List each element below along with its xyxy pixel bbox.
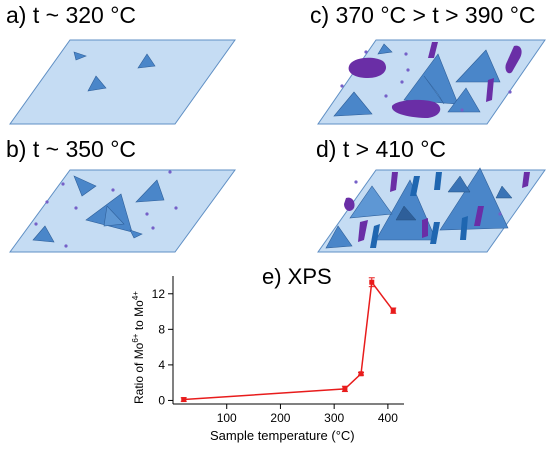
x-tick-label: 400 [378, 411, 398, 425]
particle-dot [460, 108, 464, 112]
particle-dot [61, 182, 65, 186]
oxide-flake [474, 206, 484, 226]
triangle-flake [395, 205, 417, 221]
x-axis-label: Sample temperature (°C) [210, 428, 355, 443]
x-tick-label: 300 [324, 411, 344, 425]
oxide-flake [430, 222, 440, 244]
panel-d-illustration [317, 167, 546, 253]
particle-dot [111, 188, 115, 192]
particle-dot [151, 226, 155, 230]
particle-dot [384, 94, 388, 98]
y-tick-label: 12 [152, 287, 166, 301]
triangle-flake [325, 225, 353, 249]
x-ticks: 100 200 300 400 [217, 404, 398, 425]
triangle-flake [32, 225, 55, 243]
y-axis-label: Ratio of Mo6+ to Mo4+ [131, 291, 146, 404]
y-tick-label: 0 [158, 393, 165, 407]
xps-chart: 0 4 8 12 100 200 300 400 [152, 276, 404, 425]
particle-dot [354, 180, 358, 184]
substrate-a [9, 39, 236, 125]
oxide-flake [505, 45, 522, 74]
particle-dot [406, 68, 410, 72]
triangle-flake [423, 75, 445, 105]
y-ticks: 0 4 8 12 [152, 287, 173, 407]
particle-dot [174, 206, 178, 210]
panel-b-title: b) t ~ 350 °C [6, 136, 137, 162]
series-mo-ratio [180, 277, 397, 403]
triangle-flake [73, 175, 97, 197]
y-axis-label-sup1: 6+ [131, 333, 140, 343]
oxide-flake [460, 216, 468, 240]
triangle-flake [129, 229, 143, 239]
triangle-flake [349, 185, 393, 219]
particle-dot [400, 80, 404, 84]
oxide-flake [486, 78, 494, 102]
panel-a-illustration [9, 39, 236, 125]
x-tick-label: 200 [270, 411, 290, 425]
oxide-flake [410, 176, 420, 196]
oxide-blob [391, 99, 441, 118]
oxide-flake [428, 42, 438, 58]
panel-d-title: d) t > 410 °C [316, 136, 447, 162]
oxide-flake [390, 172, 398, 192]
triangle-flake [439, 167, 509, 231]
series-line [183, 280, 394, 401]
x-tick-label: 100 [217, 411, 237, 425]
data-point [369, 279, 375, 285]
panel-c-illustration [317, 39, 546, 125]
triangle-flake [135, 179, 165, 203]
oxide-flake [358, 220, 368, 242]
y-tick-label: 8 [158, 322, 165, 336]
triangle-flake [87, 75, 107, 92]
particle-dot [404, 52, 408, 56]
triangle-flake [495, 185, 513, 199]
oxide-flake [522, 172, 530, 188]
y-axis-label-mid: to Mo [132, 300, 146, 334]
oxide-flake [370, 224, 380, 248]
particle-dot [508, 90, 512, 94]
triangle-flake [377, 43, 393, 55]
triangle-flake [73, 51, 87, 61]
triangle-flake [103, 205, 125, 227]
y-tick-label: 4 [158, 358, 165, 372]
particle-dot [498, 212, 502, 216]
oxide-flake [422, 218, 428, 238]
triangle-flake [455, 49, 501, 83]
particle-dot [364, 50, 368, 54]
oxide-blob [348, 57, 387, 78]
particle-dot [145, 212, 149, 216]
data-point [342, 386, 348, 392]
triangle-flake [137, 53, 156, 69]
oxide-flake [434, 172, 442, 190]
y-axis-label-prefix: Ratio of Mo [132, 342, 146, 404]
data-point [390, 308, 396, 314]
oxide-flake [344, 197, 355, 211]
panel-a-title: a) t ~ 320 °C [6, 2, 137, 28]
panel-c-title: c) 370 °C > t > 390 °C [310, 2, 536, 28]
chart-title: e) XPS [262, 264, 332, 289]
particle-dot [340, 84, 344, 88]
data-point [358, 371, 364, 377]
triangle-flake [333, 91, 373, 117]
triangle-flake [447, 175, 471, 193]
particle-dot [64, 244, 68, 248]
particle-dot [74, 206, 78, 210]
particle-dot [45, 200, 49, 204]
triangle-flake [447, 87, 481, 113]
particle-dot [34, 222, 38, 226]
y-axis-label-sup2: 4+ [131, 291, 140, 301]
data-point [181, 397, 187, 403]
particle-dot [168, 170, 172, 174]
panel-b-illustration [9, 169, 236, 253]
